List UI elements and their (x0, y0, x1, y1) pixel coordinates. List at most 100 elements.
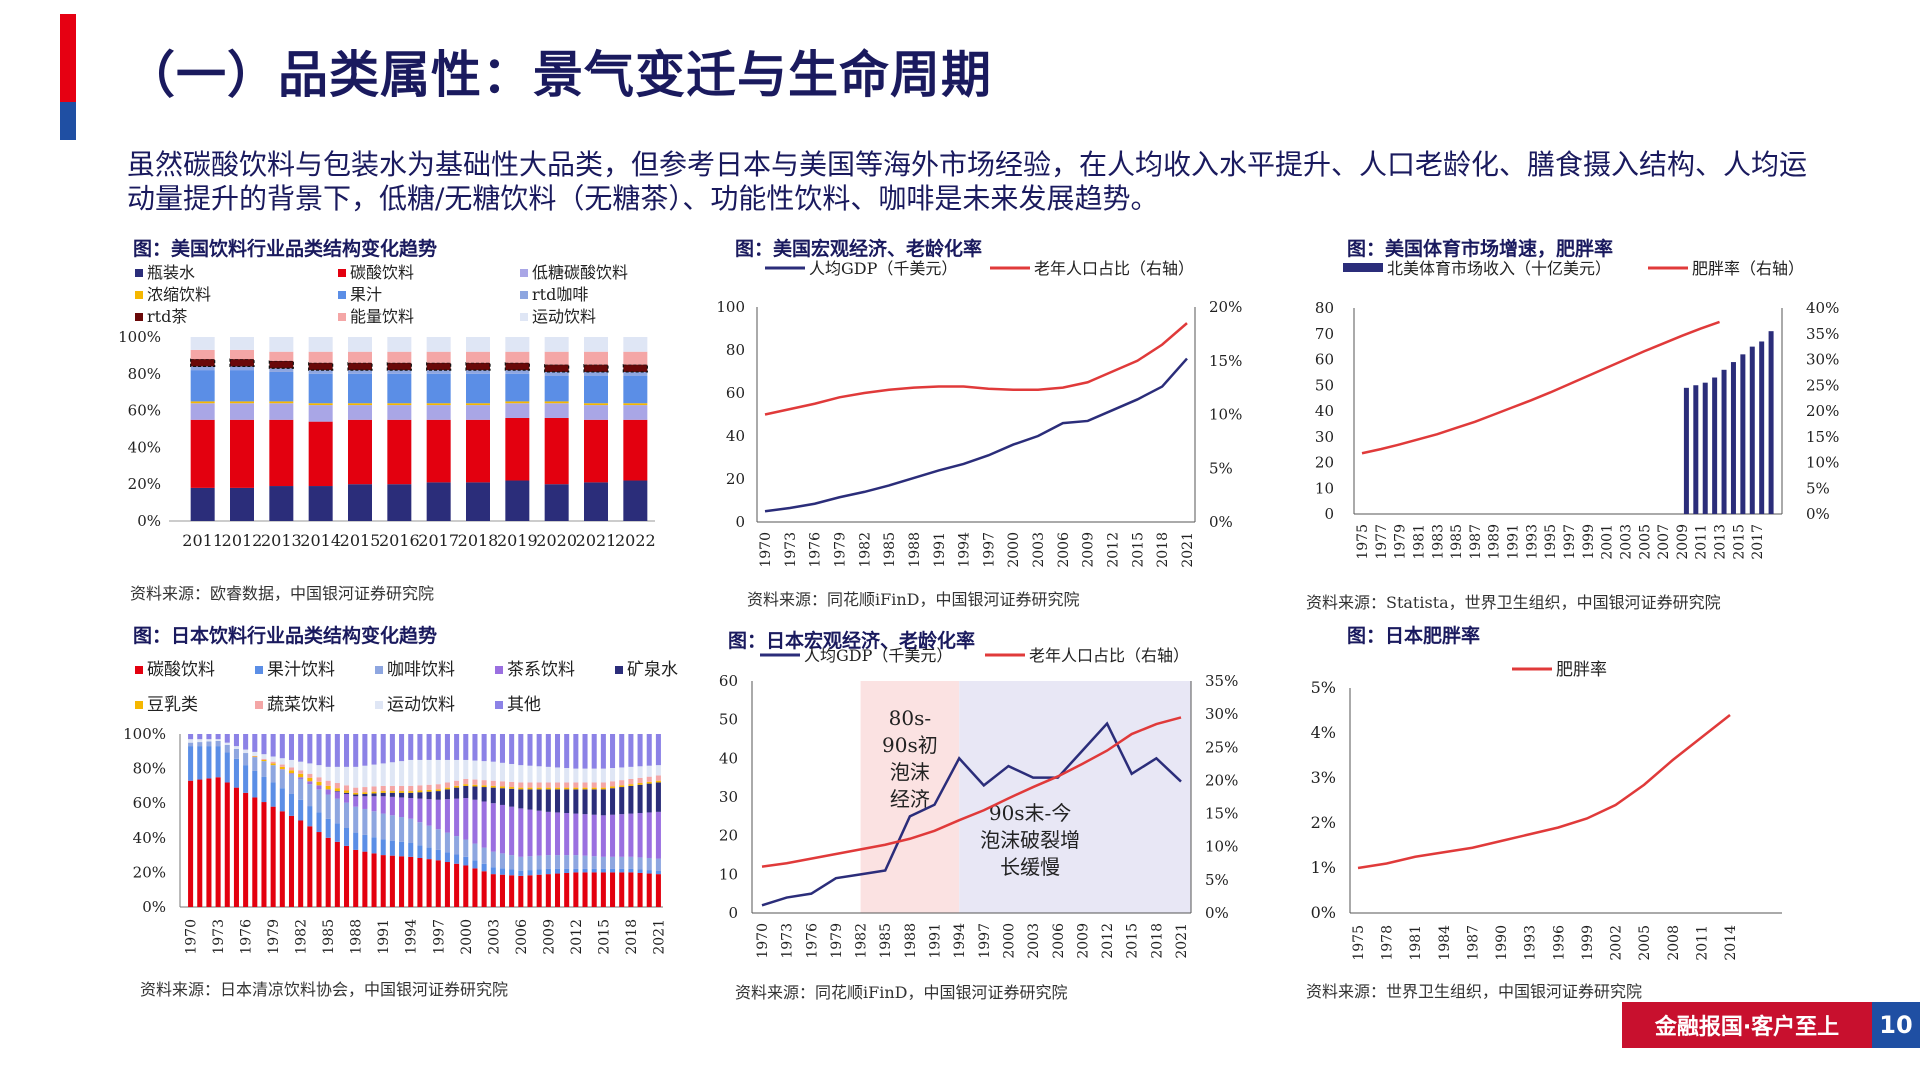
y-tick-label-right: 5% (1209, 459, 1233, 477)
bar-segment (307, 806, 313, 827)
x-tick-label: 2020 (536, 531, 577, 550)
era-label: 泡沫破裂增 (980, 828, 1080, 852)
bar-segment (380, 734, 386, 764)
bar-segment (463, 785, 469, 799)
x-tick-label: 2009 (1075, 923, 1091, 959)
bar-segment (646, 857, 652, 871)
y-tick-label-right: 30% (1205, 705, 1238, 723)
bar-segment (444, 787, 450, 790)
bar-segment (279, 764, 285, 767)
bar-segment (637, 813, 643, 858)
bar-segment (509, 787, 515, 789)
bar-segment (224, 744, 230, 753)
bar-segment (623, 419, 648, 481)
bar-segment (463, 778, 469, 785)
legend-label: 肥胖率（右轴） (1692, 259, 1804, 278)
bar-segment (628, 734, 634, 767)
sports-revenue-bar (1712, 377, 1718, 514)
bar-segment (316, 832, 322, 907)
bar-segment (435, 860, 441, 907)
bar-segment (371, 796, 377, 812)
bar-segment (600, 734, 606, 769)
x-tick-label: 2017 (1750, 524, 1766, 560)
bar-segment (190, 349, 215, 360)
bar-segment (564, 789, 570, 814)
bar-segment (610, 768, 616, 782)
bar-segment (426, 859, 432, 907)
bar-segment (380, 813, 386, 840)
bar-segment (536, 787, 542, 790)
page-number: 10 (1872, 1002, 1920, 1048)
bar-segment (426, 789, 432, 792)
bar-segment (308, 403, 333, 406)
y-tick-label-left: 60 (719, 672, 738, 690)
bar-segment (233, 758, 239, 788)
bar-segment (261, 758, 267, 760)
bar-segment (197, 779, 203, 907)
bar-segment (417, 790, 423, 793)
legend-label: 北美体育市场收入（十亿美元） (1387, 259, 1611, 278)
chart-title-us-sports: 图：美国体育市场增速，肥胖率 (1347, 238, 1614, 260)
bar-segment (545, 874, 551, 907)
bar-segment (308, 362, 334, 371)
legend-swatch-豆乳类 (135, 701, 143, 709)
bar-segment (190, 419, 215, 488)
bar-segment (505, 373, 530, 402)
bar-segment (353, 832, 359, 850)
bar-segment (399, 797, 405, 818)
bar-segment (387, 484, 412, 521)
bar-segment (269, 351, 294, 361)
bar-segment (233, 734, 239, 747)
y-tick-label-left: 0 (1324, 505, 1334, 523)
bar-segment (628, 813, 634, 857)
bar-segment (454, 787, 460, 799)
x-tick-label: 2000 (1006, 532, 1022, 568)
x-tick-label: 1973 (211, 919, 227, 955)
bar-segment (426, 799, 432, 826)
legend-label: 果汁 (350, 285, 382, 304)
bar-segment (243, 765, 249, 793)
bar-segment (417, 845, 423, 858)
bar-segment (408, 818, 414, 843)
bar-segment (325, 766, 331, 781)
bar-segment (325, 734, 331, 767)
bar-segment (444, 782, 450, 788)
bar-segment (610, 868, 616, 873)
bar-segment (490, 780, 496, 786)
x-tick-label: 2018 (1155, 532, 1171, 568)
bar-segment (334, 791, 340, 799)
bar-segment (389, 796, 395, 816)
bar-segment (444, 799, 450, 833)
bar-segment (591, 787, 597, 790)
series-line-老年人口占比（右轴） (761, 716, 1182, 868)
bar-segment (387, 351, 412, 363)
legend-swatch-蔬菜饮料 (255, 701, 263, 709)
bar-segment (573, 789, 579, 814)
bar-segment (261, 776, 267, 803)
bar-segment (637, 869, 643, 873)
bar-segment (646, 873, 652, 907)
bar-segment (399, 792, 405, 798)
y-tick-label-left: 60 (726, 384, 745, 402)
x-tick-label: 1997 (977, 923, 993, 959)
bar-segment (353, 849, 359, 907)
x-tick-label: 1979 (266, 919, 282, 955)
y-tick-label-right: 25% (1205, 738, 1238, 756)
x-tick-label: 1988 (349, 919, 365, 955)
y-tick-label-right: 0% (1205, 904, 1229, 922)
bar-segment (188, 780, 194, 907)
bar-segment (298, 778, 304, 800)
bar-segment (353, 794, 359, 797)
bar-segment (243, 753, 249, 766)
bar-segment (610, 734, 616, 769)
bar-segment (270, 765, 276, 783)
bar-segment (582, 868, 588, 873)
y-tick-label-left: 0 (735, 513, 745, 531)
y-tick-label-right: 25% (1806, 376, 1839, 394)
bar-segment (348, 373, 372, 404)
bar-segment (426, 373, 451, 404)
bar-segment (544, 337, 569, 352)
bar-segment (344, 827, 350, 846)
bar-segment (628, 778, 634, 785)
x-tick-label: 1970 (184, 919, 200, 955)
